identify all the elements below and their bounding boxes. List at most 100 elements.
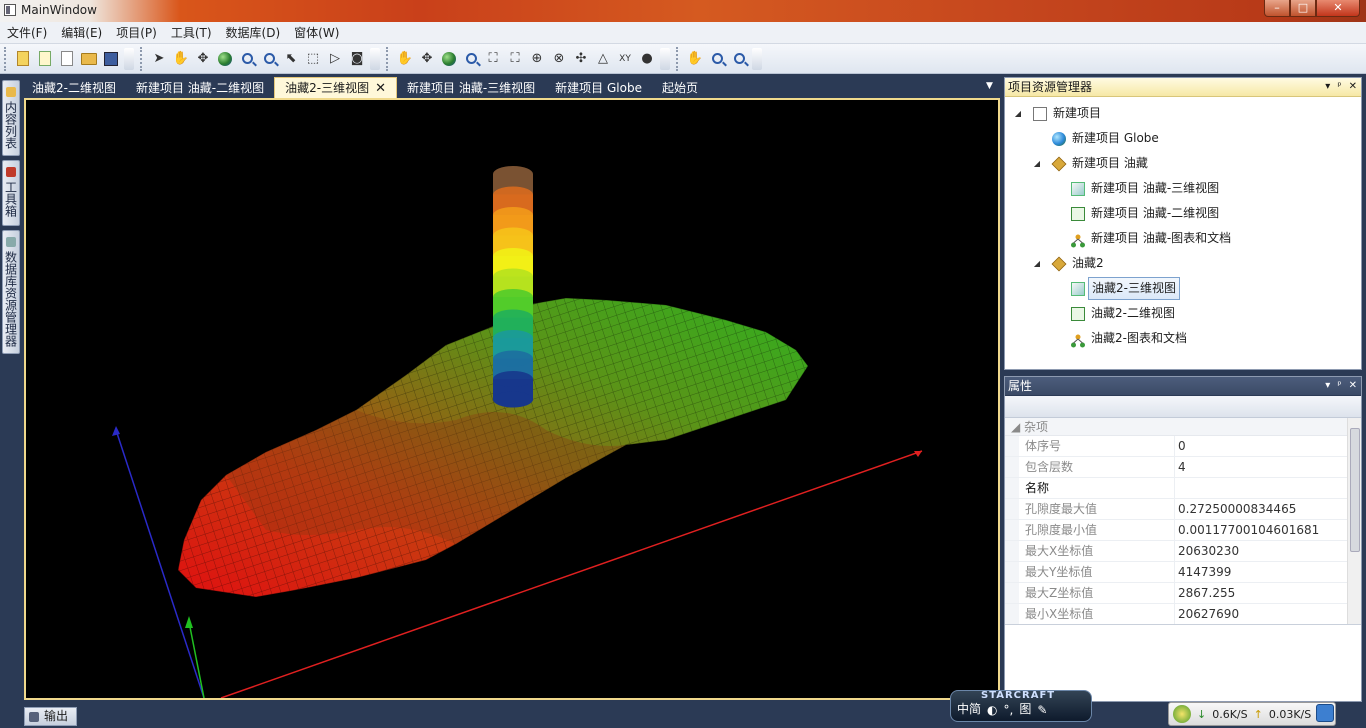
minimize-button[interactable]: – — [1264, 0, 1290, 17]
panda-icon[interactable]: ● — [641, 51, 653, 66]
panel-menu-icon[interactable]: ▾ — [1325, 81, 1331, 92]
zoom-box-icon[interactable]: ⬚ — [306, 51, 320, 66]
fit-icon[interactable]: ⛶ — [488, 51, 498, 66]
pin-icon[interactable]: ᵖ — [1337, 380, 1342, 391]
open-folder-icon[interactable] — [78, 48, 100, 70]
3d-scene[interactable] — [26, 100, 998, 698]
zoom-icon[interactable] — [460, 48, 482, 70]
property-value[interactable]: 0.27250000834465 — [1178, 502, 1297, 516]
fullscreen-icon[interactable]: ◙ — [350, 51, 364, 66]
close-panel-icon[interactable]: ✕ — [1348, 380, 1357, 391]
xy-icon[interactable]: XY — [619, 53, 631, 64]
maximize-button[interactable]: □ — [1290, 0, 1316, 17]
property-value[interactable]: 20630230 — [1178, 544, 1240, 558]
pan-icon[interactable]: ✋ — [396, 51, 414, 66]
close-panel-icon[interactable]: ✕ — [1348, 81, 1357, 92]
property-row[interactable]: 最大Y坐标值 4147399 — [1005, 562, 1361, 583]
menu-project[interactable]: 项目(P) — [116, 25, 157, 40]
property-row[interactable]: 最小X坐标值 20627690 — [1005, 604, 1361, 624]
property-row[interactable]: 包含层数 4 — [1005, 457, 1361, 478]
tree-node[interactable]: ◢ 油藏2 — [1005, 251, 1361, 276]
well-column[interactable] — [493, 166, 533, 408]
property-scrollbar[interactable] — [1347, 418, 1361, 624]
zoom-in-icon[interactable] — [706, 48, 728, 70]
expand-arrow-icon[interactable]: ◢ — [1033, 259, 1041, 268]
open-icon[interactable] — [34, 48, 56, 70]
tree-node[interactable]: 油藏2-图表和文档 — [1005, 326, 1361, 351]
tray-app-icon[interactable] — [1316, 704, 1334, 722]
tree-node[interactable]: 新建项目 油藏-二维视图 — [1005, 201, 1361, 226]
tree-node[interactable]: ◢ 新建项目 — [1005, 101, 1361, 126]
move-icon[interactable]: ✥ — [421, 51, 433, 66]
terrain-icon[interactable]: △ — [598, 51, 608, 66]
menu-tools[interactable]: 工具(T) — [170, 25, 212, 40]
select-icon[interactable]: ⬉ — [285, 51, 297, 66]
property-row[interactable]: 名称 — [1005, 478, 1361, 499]
property-value[interactable]: 0.00117700104601681 — [1178, 523, 1320, 537]
globe-icon[interactable] — [438, 48, 460, 70]
zoom-out-icon[interactable] — [258, 48, 280, 70]
tab-content-list[interactable]: 内容列表 — [2, 80, 20, 156]
play-icon[interactable]: ▷ — [330, 51, 340, 66]
close-button[interactable]: ✕ — [1316, 0, 1360, 17]
property-value[interactable] — [1175, 478, 1361, 498]
expand-arrow-icon[interactable]: ◢ — [1033, 159, 1041, 168]
property-row[interactable]: 孔隙度最大值 0.27250000834465 — [1005, 499, 1361, 520]
tree-node[interactable]: 油藏2-二维视图 — [1005, 301, 1361, 326]
property-value[interactable]: 0 — [1178, 439, 1186, 453]
property-category[interactable]: ◢ 杂项 — [1005, 418, 1361, 436]
tree-node[interactable]: 油藏2-三维视图 — [1005, 276, 1361, 301]
copy-icon[interactable] — [56, 48, 78, 70]
toolbar-grip[interactable] — [124, 47, 134, 70]
toolbar-grip[interactable] — [752, 47, 762, 70]
zoom-out-icon[interactable] — [728, 48, 750, 70]
menu-window[interactable]: 窗体(W) — [294, 25, 340, 40]
3d-viewport[interactable] — [26, 100, 998, 698]
orbit-icon[interactable]: ✣ — [575, 51, 587, 66]
property-value[interactable]: 2867.255 — [1178, 586, 1236, 600]
new-project-icon[interactable] — [12, 48, 34, 70]
fit-all-icon[interactable]: ⛶ — [510, 51, 520, 66]
tab-start-page[interactable]: 起始页 — [661, 81, 698, 95]
wrench-icon[interactable]: ✎ — [1037, 703, 1048, 717]
property-grid[interactable]: ◢ 杂项 体序号 0 包含层数 4 名称 孔隙度最大值 0.27250000834465 孔隙… — [1005, 418, 1361, 624]
move-icon[interactable]: ✥ — [197, 51, 209, 66]
tab-database-explorer[interactable]: 数据库资源管理器 — [2, 230, 20, 354]
globe-icon[interactable] — [214, 48, 236, 70]
pan-icon[interactable]: ✋ — [172, 51, 190, 66]
ime-toolbar[interactable]: STARCRAFT 中简 ◐ °, 图 ✎ — [950, 690, 1092, 722]
save-icon[interactable] — [100, 48, 122, 70]
tab-reservoir2-3d[interactable]: 油藏2-三维视图 ✕ — [274, 77, 397, 98]
toolbar-grip[interactable] — [660, 47, 670, 70]
center-icon[interactable]: ⊕ — [531, 51, 543, 66]
network-meter[interactable]: ↓ 0.6K/S ↑ 0.03K/S — [1168, 702, 1336, 726]
select-pointer-icon[interactable]: ➤ — [153, 51, 165, 66]
expand-arrow-icon[interactable]: ◢ — [1014, 109, 1022, 118]
property-value[interactable]: 20627690 — [1178, 607, 1240, 621]
menu-edit[interactable]: 编辑(E) — [61, 25, 103, 40]
property-row[interactable]: 最大Z坐标值 2867.255 — [1005, 583, 1361, 604]
property-value[interactable]: 4147399 — [1178, 565, 1232, 579]
tree-node[interactable]: 新建项目 油藏-三维视图 — [1005, 176, 1361, 201]
pan-icon[interactable]: ✋ — [686, 51, 704, 66]
tab-new-reservoir-3d[interactable]: 新建项目 油藏-三维视图 — [407, 81, 536, 95]
punct-icon[interactable]: °, — [1003, 703, 1014, 717]
output-tab[interactable]: 输出 — [24, 707, 78, 726]
toolbar-grip[interactable] — [370, 47, 380, 70]
menu-database[interactable]: 数据库(D) — [225, 25, 281, 40]
close-tab-icon[interactable]: ✕ — [375, 81, 386, 96]
panel-menu-icon[interactable]: ▾ — [1325, 380, 1331, 391]
tab-dropdown-icon[interactable]: ▼ — [986, 81, 993, 91]
pin-icon[interactable]: ᵖ — [1337, 81, 1342, 92]
property-row[interactable]: 体序号 0 — [1005, 436, 1361, 457]
tree-node[interactable]: 新建项目 油藏-图表和文档 — [1005, 226, 1361, 251]
ime-extra[interactable]: 图 — [1019, 702, 1032, 716]
zoom-in-icon[interactable] — [236, 48, 258, 70]
property-row[interactable]: 孔隙度最小值 0.00117700104601681 — [1005, 520, 1361, 541]
moon-icon[interactable]: ◐ — [987, 703, 998, 717]
tree-node[interactable]: ◢ 新建项目 油藏 — [1005, 151, 1361, 176]
ime-mode[interactable]: 中简 — [957, 702, 982, 716]
tree-node[interactable]: 新建项目 Globe — [1005, 126, 1361, 151]
menu-file[interactable]: 文件(F) — [7, 25, 48, 40]
rotate-icon[interactable]: ⊗ — [553, 51, 565, 66]
